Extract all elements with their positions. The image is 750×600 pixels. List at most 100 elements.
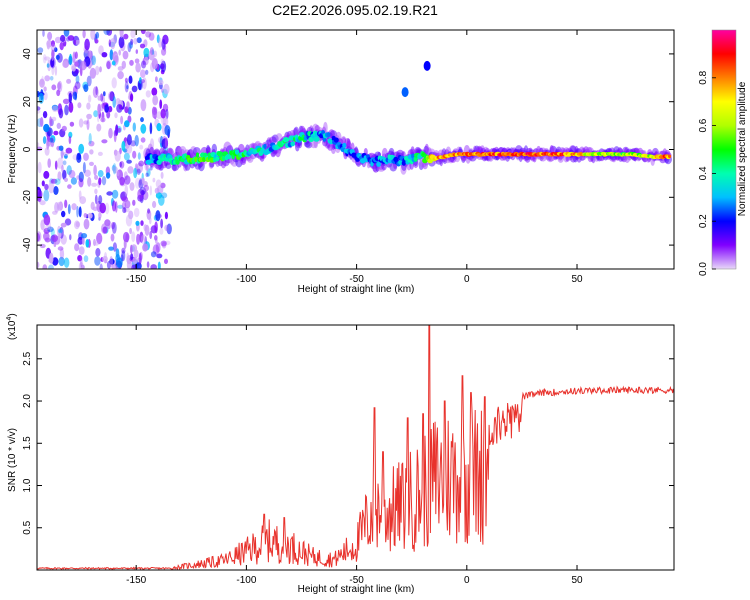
noise-blob bbox=[116, 170, 120, 177]
noise-blob bbox=[140, 123, 147, 134]
noise-blob bbox=[109, 256, 113, 268]
noise-blob bbox=[51, 84, 57, 91]
noise-blob bbox=[101, 176, 107, 186]
noise-blob bbox=[47, 59, 51, 72]
noise-blob bbox=[133, 207, 140, 218]
y-tick-label: 2.5 bbox=[22, 351, 33, 365]
ridge-point bbox=[376, 161, 381, 167]
noise-blob bbox=[149, 216, 152, 225]
colorbar-tick-label: 0.0 bbox=[698, 262, 709, 276]
noise-blob bbox=[37, 232, 40, 242]
ridge-halo bbox=[293, 126, 299, 138]
noise-blob bbox=[63, 257, 70, 268]
noise-blob bbox=[50, 228, 55, 237]
noise-blob bbox=[132, 150, 137, 159]
noise-blob bbox=[120, 115, 124, 125]
noise-blob bbox=[84, 169, 91, 177]
noise-blob bbox=[78, 171, 84, 183]
noise-blob bbox=[162, 116, 169, 127]
noise-blob bbox=[140, 69, 146, 78]
noise-blob bbox=[130, 30, 136, 39]
noise-blob bbox=[52, 105, 59, 113]
noise-blob bbox=[160, 108, 166, 119]
noise-blob bbox=[156, 253, 163, 259]
noise-blob bbox=[160, 218, 164, 229]
noise-blob bbox=[164, 224, 169, 231]
noise-blob bbox=[42, 136, 47, 145]
noise-blob bbox=[111, 60, 116, 66]
noise-blob bbox=[155, 179, 162, 189]
noise-blob bbox=[75, 75, 80, 84]
noise-blob bbox=[104, 104, 110, 113]
noise-blob bbox=[38, 190, 43, 199]
noise-blob bbox=[164, 240, 171, 246]
noise-blob bbox=[143, 47, 150, 58]
noise-blob bbox=[58, 145, 64, 151]
noise-blob bbox=[59, 42, 64, 51]
noise-blob bbox=[108, 246, 114, 251]
noise-blob bbox=[100, 93, 104, 102]
colorbar-tick-label: 0.8 bbox=[698, 70, 709, 84]
spectrogram-ylabel: Frequency (Hz) bbox=[7, 115, 18, 184]
noise-blob bbox=[136, 37, 142, 44]
noise-blob bbox=[46, 39, 53, 48]
noise-blob bbox=[53, 130, 59, 136]
noise-blob bbox=[108, 105, 113, 113]
noise-blob bbox=[37, 47, 44, 54]
noise-blob bbox=[160, 63, 165, 70]
noise-blob bbox=[77, 255, 83, 262]
noise-blob bbox=[66, 165, 72, 176]
noise-blob bbox=[85, 239, 90, 248]
noise-blob bbox=[161, 48, 167, 56]
noise-blob bbox=[98, 45, 104, 55]
figure-title: C2E2.2026.095.02.19.R21 bbox=[272, 2, 438, 18]
noise-blob bbox=[140, 220, 144, 226]
noise-blob bbox=[139, 144, 144, 150]
noise-blob bbox=[71, 65, 76, 72]
noise-blob bbox=[80, 256, 83, 268]
noise-blob bbox=[51, 116, 57, 122]
noise-blob bbox=[137, 79, 144, 91]
noise-blob bbox=[75, 39, 81, 45]
noise-blob bbox=[119, 161, 125, 169]
noise-blob bbox=[110, 233, 115, 242]
noise-blob bbox=[141, 177, 145, 184]
noise-blob bbox=[96, 123, 102, 132]
noise-blob bbox=[151, 87, 158, 96]
noise-blob bbox=[133, 167, 138, 179]
snr-y-multiplier-exp: 4 bbox=[6, 317, 13, 321]
noise-blob bbox=[151, 106, 158, 116]
noise-blob bbox=[43, 123, 50, 133]
noise-blob bbox=[47, 31, 53, 41]
noise-blob bbox=[93, 110, 99, 118]
noise-blob bbox=[127, 106, 132, 115]
snr-line bbox=[37, 325, 674, 570]
noise-blob bbox=[63, 30, 70, 37]
noise-blob bbox=[98, 177, 102, 186]
noise-blob bbox=[70, 177, 77, 185]
noise-blob bbox=[106, 61, 111, 70]
noise-blob bbox=[153, 50, 158, 58]
noise-blob bbox=[58, 108, 64, 119]
noise-blob bbox=[159, 99, 163, 109]
noise-blob bbox=[64, 199, 68, 209]
snr-panel: -150 -100 -50 0 50 0.5 1.0 1.5 2.0 2.5 Height of … bbox=[6, 313, 675, 595]
noise-blob bbox=[99, 103, 105, 111]
noise-blob bbox=[97, 103, 101, 115]
noise-blob bbox=[161, 192, 168, 199]
snr-y-multiplier-close: ) bbox=[7, 313, 18, 316]
ridge-halo bbox=[180, 148, 185, 156]
noise-blob bbox=[42, 264, 48, 269]
noise-blob bbox=[95, 247, 101, 257]
noise-blob bbox=[62, 60, 69, 68]
noise-blob bbox=[72, 91, 78, 100]
noise-blob bbox=[50, 178, 58, 184]
noise-blob bbox=[54, 202, 60, 213]
ridge-point bbox=[668, 154, 672, 159]
noise-blob bbox=[139, 231, 144, 243]
noise-blob bbox=[68, 170, 76, 179]
noise-blob bbox=[104, 219, 111, 227]
noise-blob bbox=[90, 201, 95, 210]
snr-ylabel: SNR (10 * v/v) bbox=[7, 428, 18, 492]
noise-blob bbox=[62, 169, 67, 180]
